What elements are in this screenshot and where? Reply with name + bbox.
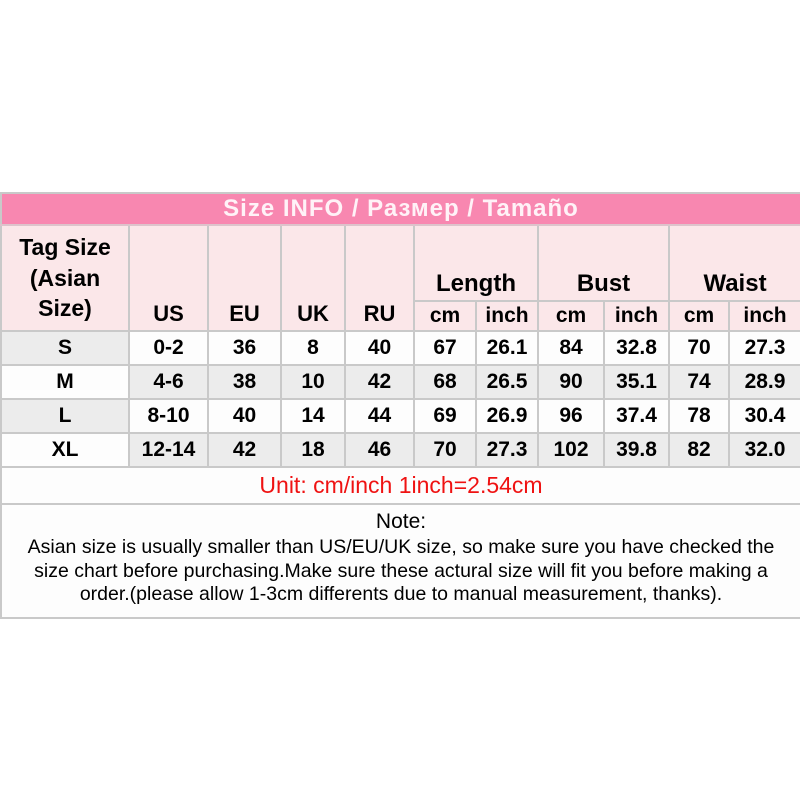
size-value-eu: 42 [207,432,282,468]
size-value-ru: 46 [344,432,415,468]
size-value-waist-inch: 28.9 [727,364,800,400]
size-value-bust-inch: 39.8 [603,432,670,468]
size-tag: XL [0,432,130,468]
size-value-waist-inch: 32.0 [727,432,800,468]
col-header-us: US [128,224,209,332]
size-value-ru: 42 [344,364,415,400]
size-value-us: 8-10 [128,398,209,434]
size-value-waist-cm: 78 [668,398,730,434]
size-value-bust-inch: 35.1 [603,364,670,400]
col-header-uk: UK [280,224,346,332]
size-value-bust-inch: 32.8 [603,330,670,366]
size-value-eu: 36 [207,330,282,366]
size-value-length-cm: 67 [413,330,477,366]
size-value-length-cm: 70 [413,432,477,468]
size-value-eu: 40 [207,398,282,434]
size-value-us: 0-2 [128,330,209,366]
col-header-tag-size: Tag Size (Asian Size) [0,224,130,332]
size-tag: M [0,364,130,400]
group-header-waist: Waist [667,224,800,302]
group-header-length: Length [413,224,539,302]
unit-conversion-text: Unit: cm/inch 1inch=2.54cm [0,466,800,505]
size-value-length-cm: 68 [413,364,477,400]
size-value-ru: 44 [344,398,415,434]
table-title-row: Size INFO / Размер / Tamaño [0,192,800,226]
header-row-groups: Tag Size (Asian Size) US EU UK RU Length… [0,224,800,332]
size-value-length-inch: 26.9 [475,398,539,434]
size-value-ru: 40 [344,330,415,366]
col-header-ru: RU [344,224,415,332]
size-value-length-cm: 69 [413,398,477,434]
note-body: Asian size is usually smaller than US/EU… [27,536,775,605]
size-value-bust-cm: 90 [537,364,605,400]
size-value-bust-cm: 96 [537,398,605,434]
size-value-uk: 8 [280,330,346,366]
size-value-waist-cm: 70 [668,330,730,366]
note-heading: Note: [375,510,427,533]
subheader-bust-cm: cm [537,300,605,332]
table-row-m: M 4-6 38 10 42 68 26.5 90 35.1 74 28.9 [0,364,800,400]
size-value-length-inch: 27.3 [475,432,539,468]
size-value-uk: 14 [280,398,346,434]
subheader-waist-cm: cm [668,300,730,332]
size-value-us: 12-14 [128,432,209,468]
size-tag: L [0,398,130,434]
size-value-bust-inch: 37.4 [603,398,670,434]
size-value-uk: 10 [280,364,346,400]
subheader-length-inch: inch [475,300,539,332]
size-chart-table: Size INFO / Размер / Tamaño Tag Size (As… [0,192,800,619]
table-title: Size INFO / Размер / Tamaño [0,192,800,226]
table-row-xl: XL 12-14 42 18 46 70 27.3 102 39.8 82 32… [0,432,800,468]
size-value-waist-inch: 27.3 [727,330,800,366]
size-value-waist-cm: 82 [668,432,730,468]
size-value-length-inch: 26.1 [475,330,539,366]
size-value-waist-cm: 74 [668,364,730,400]
size-value-length-inch: 26.5 [475,364,539,400]
size-tag: S [0,330,130,366]
table-row-s: S 0-2 36 8 40 67 26.1 84 32.8 70 27.3 [0,330,800,366]
subheader-bust-inch: inch [603,300,670,332]
note-row: Note: Asian size is usually smaller than… [0,503,800,619]
header-row-units: cm inch cm inch cm inch [1,300,800,332]
group-header-bust: Bust [537,224,670,302]
subheader-length-cm: cm [413,300,477,332]
col-header-eu: EU [207,224,282,332]
size-value-bust-cm: 84 [537,330,605,366]
size-value-us: 4-6 [128,364,209,400]
size-value-uk: 18 [280,432,346,468]
size-value-waist-inch: 30.4 [727,398,800,434]
unit-row: Unit: cm/inch 1inch=2.54cm [0,466,800,505]
table-row-l: L 8-10 40 14 44 69 26.9 96 37.4 78 30.4 [0,398,800,434]
note-cell: Note: Asian size is usually smaller than… [0,503,800,619]
size-value-bust-cm: 102 [537,432,605,468]
size-value-eu: 38 [207,364,282,400]
subheader-waist-inch: inch [727,300,800,332]
